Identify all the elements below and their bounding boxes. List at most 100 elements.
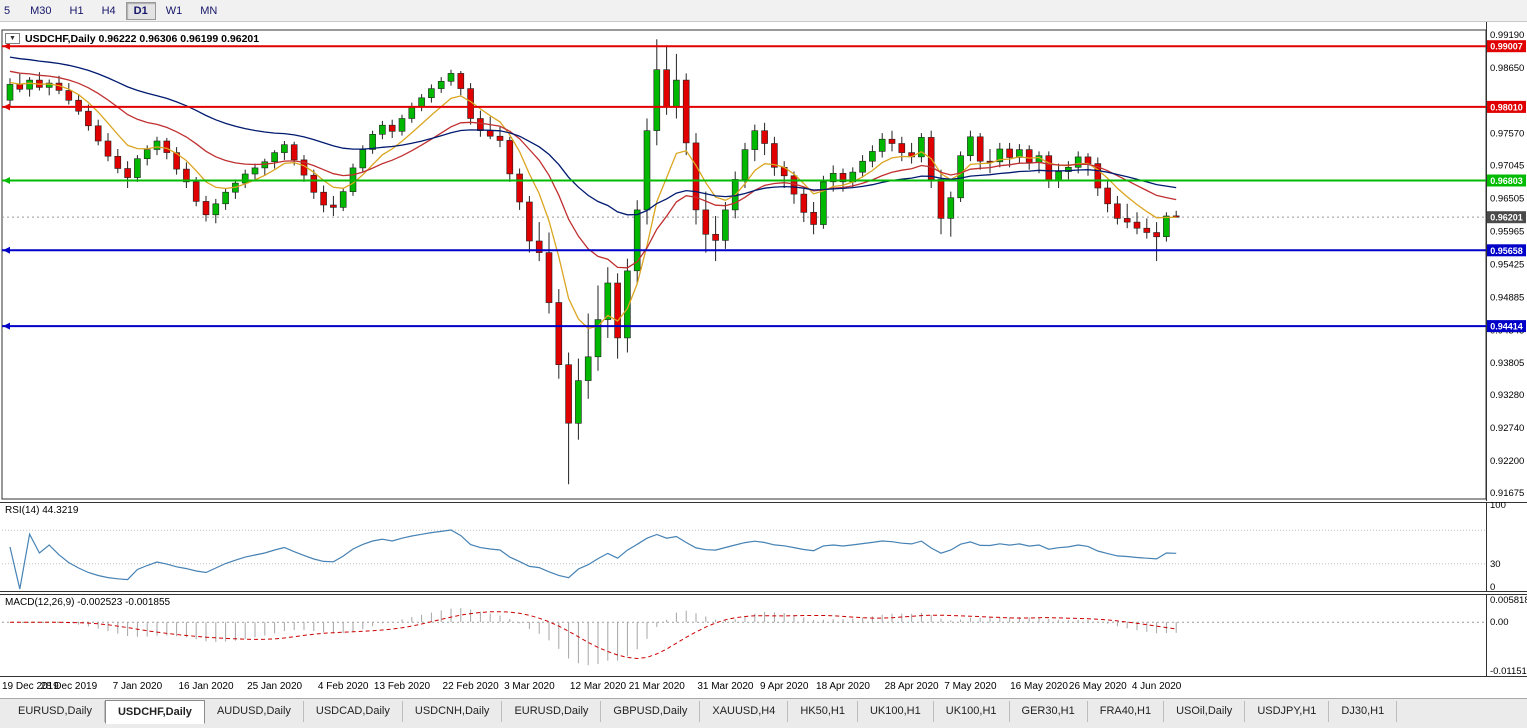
date-label: 28 Apr 2020: [884, 681, 939, 692]
svg-text:0.92200: 0.92200: [1490, 456, 1524, 467]
chart-dropdown-icon[interactable]: ▼: [5, 33, 20, 44]
svg-text:0.93280: 0.93280: [1490, 390, 1524, 401]
macd-indicator-label: MACD(12,26,9) -0.002523 -0.001855: [5, 597, 171, 608]
hline-left-arrow-icon: [3, 177, 10, 184]
rsi-indicator-label: RSI(14) 44.3219: [5, 505, 79, 516]
date-label: 18 Apr 2020: [816, 681, 870, 692]
timeframe-button-5[interactable]: 5: [4, 4, 11, 17]
chart-tab-usoil-daily[interactable]: USOil,Daily: [1164, 701, 1246, 722]
date-label: 19 Dec 2019: [2, 681, 59, 692]
chart-tab-uk100-h1[interactable]: UK100,H1: [858, 701, 934, 722]
main-chart-canvas[interactable]: 0.99190 0.98650 0.97570 0.97045 0.96505 0.959…: [0, 22, 1527, 501]
svg-text:0.005818: 0.005818: [1490, 595, 1527, 606]
rsi-line: [9, 529, 1177, 590]
chart-tab-gbpusd-daily[interactable]: GBPUSD,Daily: [601, 701, 701, 722]
price-axis[interactable]: 0.99190 0.98650 0.97570 0.97045 0.96505 0.959…: [1487, 30, 1526, 499]
hline-left-arrow-icon: [3, 322, 10, 330]
svg-text:0.96201: 0.96201: [1490, 213, 1523, 223]
svg-text:0.94414: 0.94414: [1490, 322, 1523, 332]
svg-text:0.93805: 0.93805: [1490, 358, 1524, 369]
date-label: 4 Feb 2020: [317, 681, 369, 692]
chart-title: USDCHF,Daily 0.96222 0.96306 0.96199 0.9…: [25, 33, 260, 45]
price-tag: [1487, 244, 1526, 257]
svg-text:0.97570: 0.97570: [1490, 129, 1524, 140]
date-label: 31 Mar 2020: [697, 681, 754, 692]
date-label: 13 Feb 2020: [373, 681, 431, 692]
rsi-canvas[interactable]: 100 30 0: [0, 502, 1527, 592]
hline-left-arrow-icon: [3, 246, 10, 254]
svg-text:0.96803: 0.96803: [1490, 176, 1523, 186]
svg-text:0.95965: 0.95965: [1490, 227, 1524, 238]
chart-tab-hk50-h1[interactable]: HK50,H1: [788, 701, 858, 722]
svg-text:0.98010: 0.98010: [1490, 102, 1523, 112]
chart-tab-bar: EURUSD,Daily USDCHF,Daily AUDUSD,Daily USDC…: [0, 698, 1527, 728]
date-label: 3 Mar 2020: [504, 681, 555, 692]
price-tag: [1487, 320, 1526, 333]
chart-tab-usdcad-daily[interactable]: USDCAD,Daily: [304, 701, 403, 722]
date-label: 28 Dec 2019: [40, 681, 98, 692]
date-label: 7 May 2020: [944, 681, 997, 692]
svg-text:0.98650: 0.98650: [1490, 63, 1524, 74]
svg-text:0.99190: 0.99190: [1490, 30, 1524, 41]
timeframe-button-w1[interactable]: W1: [165, 4, 183, 17]
chart-tab-eurusd-daily[interactable]: EURUSD,Daily: [6, 701, 105, 722]
svg-text:0.99007: 0.99007: [1490, 42, 1523, 52]
chart-tab-xauusd-h4[interactable]: XAUUSD,H4: [700, 701, 789, 722]
svg-text:0: 0: [1490, 582, 1495, 592]
price-tag: [1487, 40, 1526, 53]
svg-text:0.91675: 0.91675: [1490, 488, 1524, 499]
chart-tab-usdchf-daily[interactable]: USDCHF,Daily: [104, 700, 205, 724]
date-label: 16 May 2020: [1010, 681, 1068, 692]
macd-signal-line: [9, 611, 1177, 660]
svg-text:0.95425: 0.95425: [1490, 259, 1524, 270]
date-label: 21 Mar 2020: [628, 681, 685, 692]
chart-tab-uk100-h1[interactable]: UK100,H1: [934, 701, 1010, 722]
svg-text:-0.011513: -0.011513: [1490, 666, 1527, 677]
date-label: 16 Jan 2020: [178, 681, 234, 692]
macd-histogram: [19, 608, 1177, 666]
macd-panel[interactable]: 0.005818 0.00 -0.011513 MACD(12,26,9) -0.0…: [0, 594, 1527, 677]
chart-tab-ger30-h1[interactable]: GER30,H1: [1010, 701, 1088, 722]
ma-line-18: [9, 70, 1177, 269]
timeframe-button-h4[interactable]: H4: [101, 4, 116, 17]
svg-text:30: 30: [1490, 559, 1501, 570]
date-label: 7 Jan 2020: [112, 681, 163, 692]
timeframe-button-h1[interactable]: H1: [69, 4, 84, 17]
timeframe-button-d1[interactable]: D1: [125, 1, 156, 20]
main-chart-panel[interactable]: 0.99190 0.98650 0.97570 0.97045 0.96505 0.959…: [0, 22, 1527, 501]
svg-text:0.97045: 0.97045: [1490, 161, 1524, 172]
date-label: 4 Jun 2020: [1131, 681, 1182, 692]
chart-frame: [1, 29, 1487, 500]
hline-left-arrow-icon: [3, 103, 10, 111]
timeframe-toolbar: 5 M30 H1 H4 D1 W1 MN: [0, 0, 1527, 22]
date-label: 25 Jan 2020: [247, 681, 303, 692]
rsi-panel[interactable]: 100 30 0 RSI(14) 44.3219: [0, 502, 1527, 592]
candlestick-series: [6, 39, 1180, 485]
price-tag: [1487, 100, 1526, 113]
chart-tab-eurusd-daily[interactable]: EURUSD,Daily: [502, 701, 602, 722]
timeframe-button-m30[interactable]: M30: [30, 4, 52, 17]
chart-tab-usdcnh-daily[interactable]: USDCNH,Daily: [403, 701, 503, 722]
price-tag: [1487, 174, 1526, 187]
svg-text:0.00: 0.00: [1490, 617, 1509, 628]
date-axis[interactable]: 19 Dec 2019 28 Dec 2019 7 Jan 2020 16 Jan 2…: [0, 677, 1527, 698]
price-tag: [1487, 211, 1526, 224]
svg-text:0.95658: 0.95658: [1490, 246, 1523, 256]
date-label: 26 May 2020: [1068, 681, 1127, 692]
timeframe-button-mn[interactable]: MN: [200, 4, 218, 17]
date-label: 22 Feb 2020: [442, 681, 499, 692]
chart-tab-dj30-h1[interactable]: DJ30,H1: [1329, 701, 1398, 722]
ma-line-40: [9, 56, 1177, 216]
svg-text:0.92740: 0.92740: [1490, 423, 1524, 434]
date-label: 9 Apr 2020: [760, 681, 809, 692]
chart-tab-audusd-daily[interactable]: AUDUSD,Daily: [205, 701, 304, 722]
macd-canvas[interactable]: 0.005818 0.00 -0.011513: [0, 594, 1527, 677]
chart-tab-fra40-h1[interactable]: FRA40,H1: [1088, 701, 1165, 722]
svg-text:0.94885: 0.94885: [1490, 292, 1524, 303]
svg-text:100: 100: [1490, 502, 1506, 511]
date-label: 12 Mar 2020: [569, 681, 627, 692]
hline-left-arrow-icon: [3, 42, 10, 50]
svg-text:0.96505: 0.96505: [1490, 194, 1524, 205]
chart-tab-usdjpy-h1[interactable]: USDJPY,H1: [1245, 701, 1330, 722]
